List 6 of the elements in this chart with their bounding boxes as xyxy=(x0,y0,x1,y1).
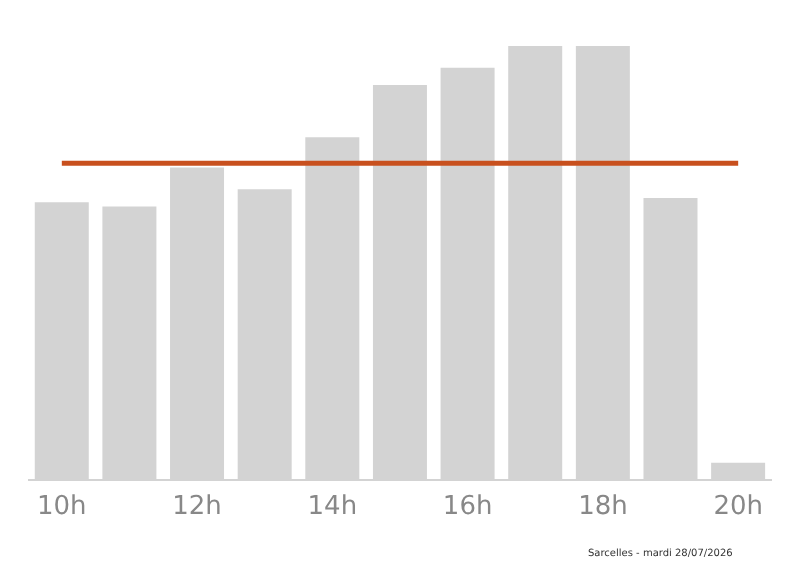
x-tick-label: 12h xyxy=(172,492,222,523)
x-tick-label: 16h xyxy=(442,492,493,523)
x-tick-label: 20h xyxy=(713,492,763,523)
x-tick-label: 14h xyxy=(307,492,358,523)
x-tick-label: 10h xyxy=(37,492,87,523)
x-tick-label: 18h xyxy=(578,492,628,523)
